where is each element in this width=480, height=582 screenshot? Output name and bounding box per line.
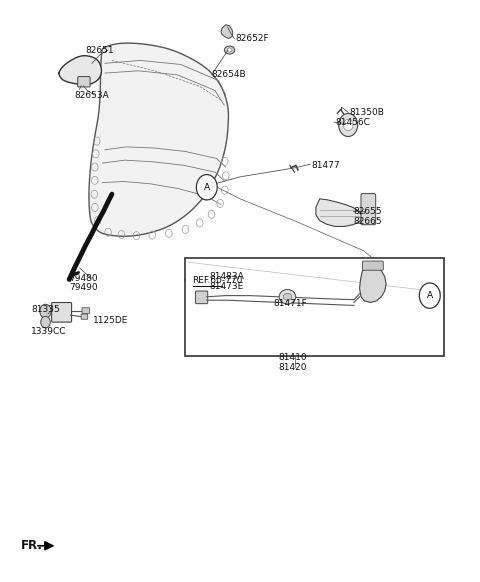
Circle shape	[339, 113, 358, 137]
Polygon shape	[316, 199, 362, 226]
Text: A: A	[204, 183, 210, 191]
Polygon shape	[221, 24, 232, 38]
FancyBboxPatch shape	[185, 258, 444, 356]
FancyBboxPatch shape	[81, 314, 88, 320]
Text: 82652F: 82652F	[235, 34, 269, 43]
Text: 81335: 81335	[31, 305, 60, 314]
Text: 1125DE: 1125DE	[93, 317, 128, 325]
Text: 81473E: 81473E	[209, 282, 243, 291]
Text: 81456C: 81456C	[335, 118, 370, 127]
Text: 82655: 82655	[354, 207, 383, 216]
Circle shape	[343, 119, 353, 131]
Text: 81483A: 81483A	[209, 272, 244, 281]
Circle shape	[196, 175, 217, 200]
Text: 82665: 82665	[354, 217, 383, 226]
Circle shape	[41, 317, 50, 328]
FancyBboxPatch shape	[82, 308, 90, 314]
Text: 79480: 79480	[69, 274, 98, 283]
Text: 82654B: 82654B	[212, 70, 246, 79]
Text: 81420: 81420	[278, 363, 306, 371]
FancyBboxPatch shape	[195, 291, 208, 304]
Text: 1339CC: 1339CC	[31, 327, 67, 336]
FancyBboxPatch shape	[78, 77, 90, 87]
FancyBboxPatch shape	[362, 261, 384, 270]
Ellipse shape	[227, 48, 232, 52]
Text: 82653A: 82653A	[74, 91, 108, 100]
FancyBboxPatch shape	[52, 303, 72, 322]
Polygon shape	[89, 43, 228, 236]
Text: A: A	[427, 291, 433, 300]
FancyBboxPatch shape	[361, 194, 376, 225]
Text: 81477: 81477	[311, 161, 340, 170]
Text: 81410: 81410	[278, 353, 307, 362]
Circle shape	[40, 304, 51, 318]
Ellipse shape	[224, 46, 235, 54]
Text: FR.: FR.	[21, 540, 43, 552]
Polygon shape	[360, 267, 386, 303]
Ellipse shape	[283, 293, 292, 300]
Circle shape	[420, 283, 440, 308]
Text: 81350B: 81350B	[349, 108, 384, 117]
Polygon shape	[59, 56, 101, 84]
Text: 82651: 82651	[86, 45, 114, 55]
Text: 79490: 79490	[69, 283, 98, 292]
Ellipse shape	[279, 290, 296, 304]
Text: 81471F: 81471F	[273, 299, 307, 308]
Text: REF.60-770: REF.60-770	[192, 276, 243, 285]
